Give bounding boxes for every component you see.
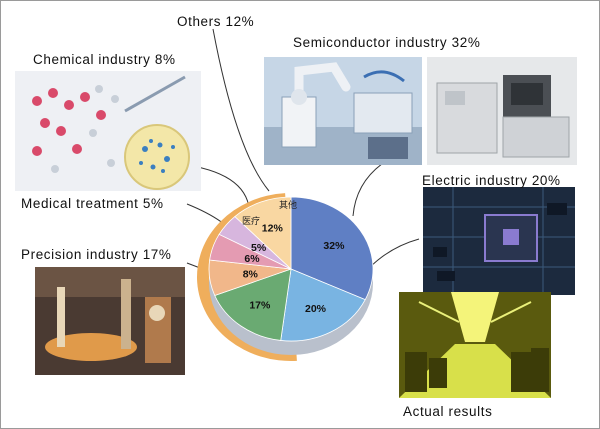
caption-chemical: Chemical industry 8% [33, 52, 176, 67]
caption-semiconductor: Semiconductor industry 32% [293, 35, 481, 50]
leader-others [212, 28, 270, 192]
slice-label-3: 8% [243, 269, 259, 281]
chemical-photo [15, 71, 201, 191]
pie-slice-2 [214, 268, 292, 341]
pie-slice-0 [290, 196, 374, 301]
semiconductor-machine-photo [427, 57, 577, 165]
pie-slice-1 [280, 268, 366, 342]
caption-electric: Electric industry 20% [422, 173, 561, 188]
slice-label-2: 17% [249, 299, 271, 311]
electric-photo [423, 187, 575, 295]
actual-results-photo [399, 292, 551, 398]
caption-medical: Medical treatment 5% [21, 196, 164, 211]
caption-precision: Precision industry 17% [21, 247, 172, 262]
slice-label-6: 12% [262, 222, 284, 234]
caption-actual-results: Actual results [403, 404, 493, 419]
medical-cn-label: 医疗 [242, 215, 260, 227]
semiconductor-robot-photo [264, 57, 422, 165]
others-cn-label: 其他 [279, 199, 297, 211]
slice-label-4: 6% [244, 253, 260, 265]
pie-slice-6 [234, 196, 292, 270]
slice-label-0: 32% [323, 240, 345, 252]
slice-label-1: 20% [305, 303, 327, 315]
precision-photo [35, 267, 185, 375]
caption-others: Others 12% [177, 14, 255, 29]
slice-label-5: 5% [251, 242, 267, 254]
